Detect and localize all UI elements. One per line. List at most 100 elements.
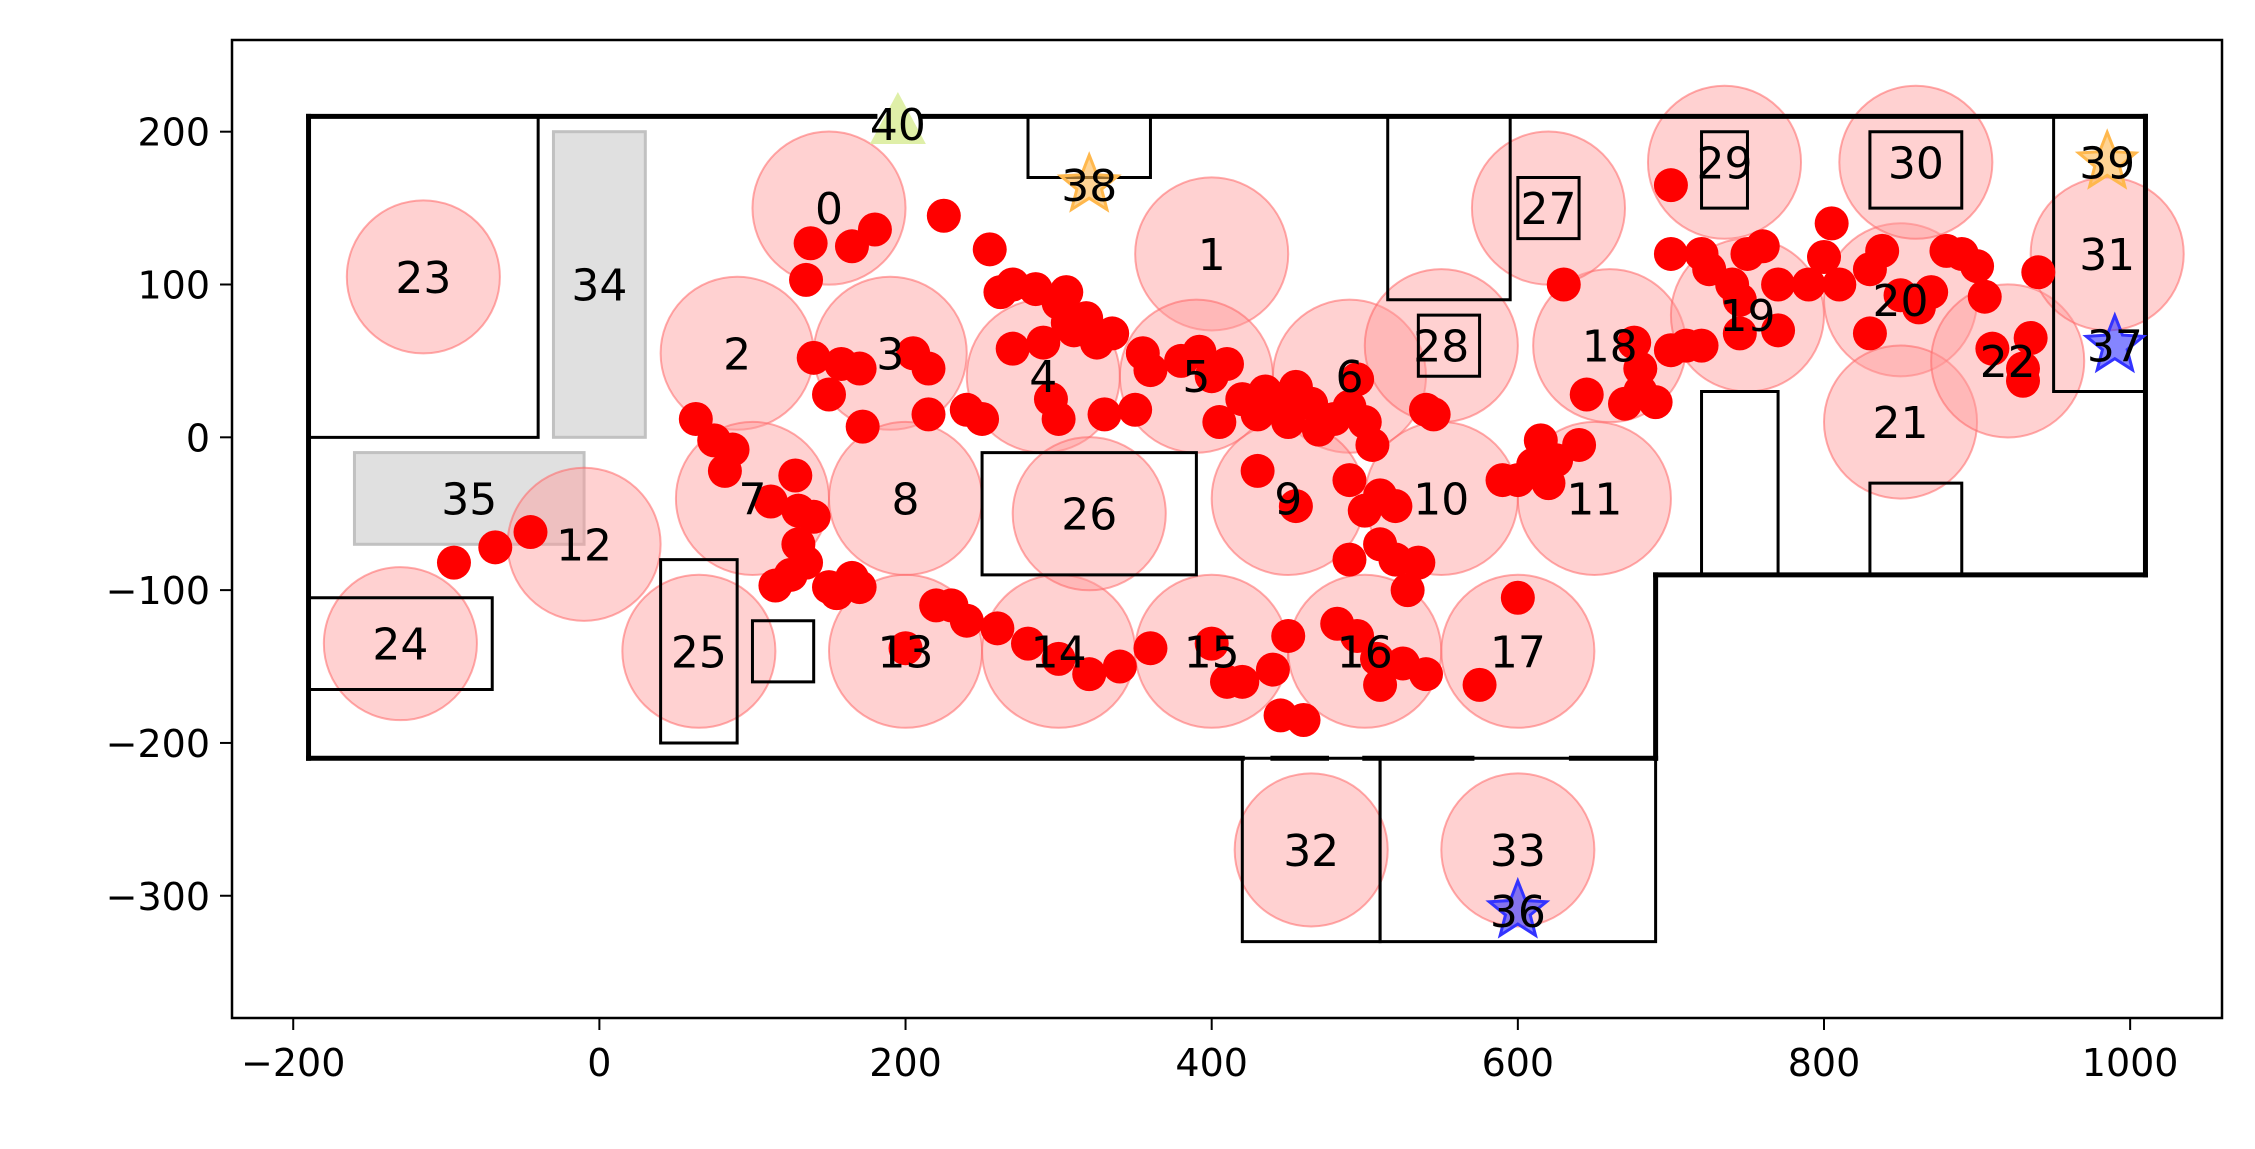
- trajectory-point: [1194, 626, 1229, 661]
- zone-label: 13: [878, 627, 934, 678]
- zone-label: 27: [1520, 184, 1576, 235]
- trajectory-point: [1684, 328, 1719, 363]
- marker-label: 37: [2087, 322, 2143, 373]
- zone-label: 0: [815, 184, 843, 235]
- trajectory-layer: [436, 168, 2056, 738]
- zone-label: 22: [1980, 337, 2036, 388]
- obstacle-label: 35: [441, 474, 497, 525]
- zone-label: 15: [1184, 627, 1240, 678]
- zone-label: 9: [1274, 474, 1302, 525]
- trajectory-point: [1360, 641, 1395, 676]
- room-outline: [2052, 114, 2147, 393]
- trajectory-point: [1722, 282, 1757, 317]
- trajectory-point: [1278, 489, 1313, 524]
- zone-label: 8: [892, 474, 920, 525]
- room-outline: [1516, 176, 1581, 241]
- zone-circle: [345, 199, 501, 355]
- room-outline: [1700, 389, 1780, 577]
- trajectory-point: [796, 340, 831, 375]
- trajectory-point: [1363, 667, 1398, 702]
- trajectory-point: [707, 453, 742, 488]
- trajectory-point: [1562, 427, 1597, 462]
- zone-circle: [1134, 176, 1290, 332]
- trajectory-point: [1102, 649, 1137, 684]
- trajectory-point: [965, 401, 1000, 436]
- trajectory-point: [796, 499, 831, 534]
- trajectory-point: [1761, 313, 1796, 348]
- x-tick-label: 200: [869, 1041, 942, 1085]
- zone-label: 23: [395, 253, 451, 304]
- trajectory-point: [778, 458, 813, 493]
- x-tick-label: 400: [1175, 1041, 1248, 1085]
- trajectory-point: [1271, 618, 1306, 653]
- zone-label: 28: [1413, 322, 1469, 373]
- marker-label: 39: [2079, 138, 2135, 189]
- trajectory-point: [1087, 397, 1122, 432]
- goal-star-marker: [2082, 311, 2148, 374]
- trajectory-point: [1569, 377, 1604, 412]
- zone-label: 2: [723, 329, 751, 380]
- marker-layer: [869, 92, 2148, 939]
- room-outline: [1868, 130, 1964, 210]
- room-outline: [1378, 756, 1658, 944]
- goal-star-marker: [1485, 876, 1551, 939]
- trajectory-point: [1133, 353, 1168, 388]
- trajectory-point: [819, 576, 854, 611]
- y-tick-label: −100: [106, 569, 210, 613]
- zone-label: 14: [1031, 627, 1087, 678]
- room-outline: [1026, 114, 1152, 180]
- zone-label: 17: [1490, 627, 1546, 678]
- zone-circle: [1930, 283, 2086, 439]
- zone-circle: [1838, 84, 1994, 240]
- zone-label: 11: [1566, 474, 1622, 525]
- trajectory-point: [1202, 405, 1237, 440]
- trajectory-point: [1500, 580, 1535, 615]
- y-tick-label: 0: [186, 416, 210, 460]
- trajectory-point: [1041, 641, 1076, 676]
- x-tick-label: 0: [587, 1041, 611, 1085]
- trajectory-point: [2006, 363, 2040, 398]
- trajectory-point: [1409, 657, 1443, 692]
- zone-label: 30: [1888, 138, 1944, 189]
- trajectory-point: [995, 331, 1030, 366]
- zone-circle: [322, 566, 478, 722]
- trajectory-point: [436, 545, 471, 580]
- trajectory-point: [513, 515, 548, 550]
- zone-label: 26: [1061, 490, 1117, 541]
- trajectory-point: [926, 198, 961, 233]
- trajectory-point: [1072, 657, 1107, 692]
- zone-label: 20: [1873, 276, 1929, 327]
- zone-circle: [1440, 772, 1596, 928]
- trajectory-point: [1041, 401, 1076, 436]
- zone-label: 10: [1413, 474, 1469, 525]
- trajectory-point: [1271, 405, 1306, 440]
- trajectory-point: [1814, 206, 1849, 241]
- trajectory-point: [1653, 236, 1688, 271]
- room-outline: [980, 451, 1198, 577]
- trajectory-point: [842, 351, 877, 386]
- trajectory-point: [478, 530, 513, 565]
- zone-circle: [1011, 436, 1167, 592]
- zone-circle: [1233, 772, 1389, 928]
- start-star-marker: [1056, 151, 1122, 213]
- x-tick-label: 600: [1482, 1041, 1555, 1085]
- zone-label: 32: [1283, 826, 1339, 877]
- trajectory-point: [1722, 316, 1757, 351]
- trajectory-point: [1531, 466, 1566, 501]
- room-outline: [1386, 114, 1512, 302]
- y-tick-label: −200: [106, 722, 210, 766]
- trajectory-point: [1638, 385, 1673, 420]
- zone-label: 19: [1719, 291, 1775, 342]
- trajectory-point: [919, 588, 954, 623]
- start-star-marker: [2074, 128, 2140, 190]
- room-outline: [307, 114, 540, 439]
- trajectory-point: [2013, 320, 2048, 355]
- trajectory-point: [1865, 233, 1900, 268]
- trajectory-point: [1761, 267, 1796, 302]
- zone-label: 29: [1697, 138, 1753, 189]
- trajectory-point: [1653, 168, 1688, 203]
- trajectory-point: [1401, 545, 1436, 580]
